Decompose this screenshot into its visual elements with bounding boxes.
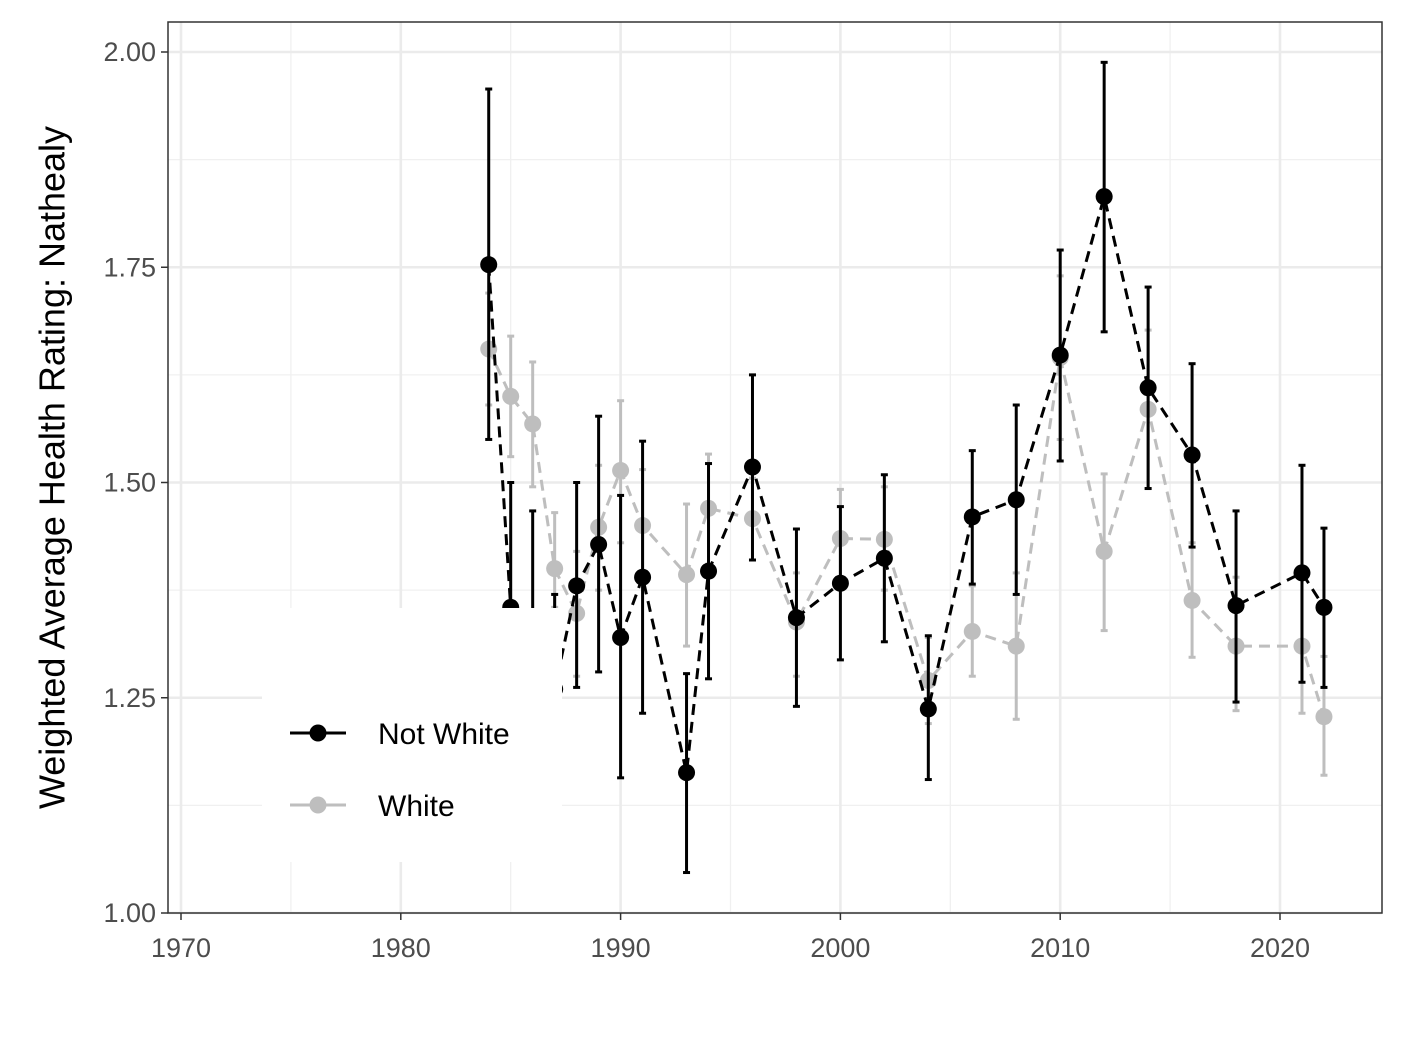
data-point	[831, 574, 849, 592]
data-point	[700, 562, 718, 580]
y-tick-label: 1.00	[103, 898, 156, 928]
series-line	[487, 196, 1326, 774]
data-point	[502, 387, 520, 405]
data-point	[1051, 346, 1069, 364]
y-tick-label: 2.00	[103, 37, 156, 67]
data-point	[1139, 379, 1157, 397]
x-tick-label: 2020	[1250, 933, 1310, 963]
legend-label: White	[378, 790, 455, 823]
x-tick-label: 1980	[371, 933, 431, 963]
data-point	[1293, 564, 1311, 582]
axis-ticks: 1970 1980 1990 2000 2010 2020 1.00 1.25 1.50 1.75…	[103, 37, 1310, 963]
data-point	[963, 508, 981, 526]
data-point	[480, 256, 498, 274]
data-point	[546, 560, 564, 578]
data-point	[743, 458, 761, 476]
grid-minor	[168, 22, 1382, 913]
data-point	[524, 415, 542, 433]
data-point	[1183, 591, 1201, 609]
y-axis-title: Weighted Average Health Rating: Nathealy	[32, 126, 73, 809]
data-point	[919, 700, 937, 718]
data-point	[787, 609, 805, 627]
data-point	[1183, 446, 1201, 464]
data-point	[678, 764, 696, 782]
x-tick-label: 1990	[591, 933, 651, 963]
data-point	[612, 628, 630, 646]
x-tick-label: 1970	[151, 933, 211, 963]
data-point	[963, 622, 981, 640]
data-point	[875, 549, 893, 567]
data-point	[1095, 188, 1113, 206]
data-point	[1095, 542, 1113, 560]
data-point	[1007, 637, 1025, 655]
data-point	[612, 461, 630, 479]
x-tick-label: 2010	[1030, 933, 1090, 963]
data-point	[634, 568, 652, 586]
panel-border	[167, 21, 1383, 914]
y-tick-label: 1.50	[103, 468, 156, 498]
data-point	[1007, 491, 1025, 509]
y-tick-label: 1.75	[103, 252, 156, 282]
legend: Not White White	[262, 608, 562, 862]
data-point	[1227, 597, 1245, 615]
data-point	[590, 535, 608, 553]
data-point	[678, 566, 696, 584]
legend-label: Not White	[378, 718, 510, 751]
data-point	[568, 577, 586, 595]
data-point	[1315, 708, 1333, 726]
legend-key-point	[309, 724, 327, 742]
x-tick-label: 2000	[810, 933, 870, 963]
data-point	[1315, 598, 1333, 616]
y-tick-label: 1.25	[103, 683, 156, 713]
legend-key-point	[309, 796, 327, 814]
